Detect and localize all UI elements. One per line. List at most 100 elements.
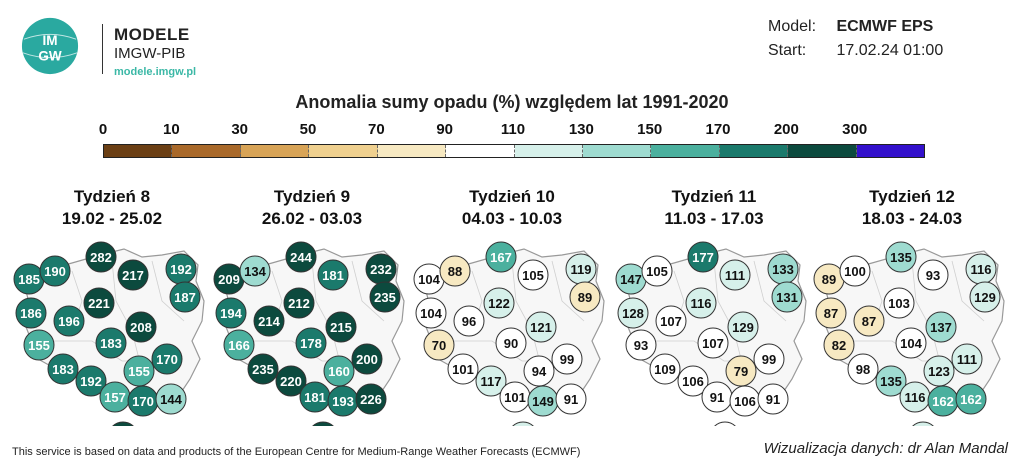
region-circle: [39, 255, 71, 287]
region-marker: 99: [753, 343, 785, 375]
region-circle: [53, 305, 85, 337]
poland-map: 89 100 135 93 116 129 87 87 103 137 82 98 104 123 111 1…: [813, 241, 1005, 426]
logo-url-link[interactable]: modele.imgw.pl: [114, 66, 197, 78]
region-circle: [475, 365, 507, 397]
region-circle: [853, 305, 885, 337]
region-marker: 122: [483, 287, 515, 319]
region-marker: 147: [615, 263, 647, 295]
region-marker: 70: [423, 329, 455, 361]
scale-segment: [856, 145, 925, 157]
region-circle: [283, 287, 315, 319]
region-value: 89: [822, 272, 836, 287]
region-marker: 101: [499, 381, 531, 413]
region-marker: 111: [951, 343, 983, 375]
region-value: 94: [532, 364, 547, 379]
scale-tick-label: 300: [842, 121, 868, 138]
region-circle: [512, 421, 534, 426]
region-circle: [215, 297, 247, 329]
region-marker: 185: [13, 263, 45, 295]
region-circle: [23, 329, 55, 361]
region-circle: [883, 287, 915, 319]
region-marker: 128: [617, 297, 649, 329]
region-marker: 87: [815, 297, 847, 329]
region-circle: [727, 311, 759, 343]
region-marker: 166: [223, 329, 255, 361]
region-marker: 194: [215, 297, 247, 329]
region-marker: 212: [283, 287, 315, 319]
region-marker: 79: [725, 355, 757, 387]
region-marker: 131: [771, 281, 803, 313]
region-circle: [757, 383, 789, 415]
week-panel: Tydzień 11 11.03 - 17.03 147 105 177 111 133 13…: [614, 186, 814, 431]
region-marker: 200: [351, 343, 383, 375]
region-circle: [169, 281, 201, 313]
region-circle: [555, 383, 587, 415]
region-circle: [753, 343, 785, 375]
region-circle: [951, 343, 983, 375]
region-circle: [325, 311, 357, 343]
region-value: 183: [52, 362, 74, 377]
region-circle: [423, 329, 455, 361]
scale-segment: [651, 145, 720, 157]
region-value: 181: [304, 390, 326, 405]
region-circle: [725, 355, 757, 387]
region-value: 99: [762, 352, 776, 367]
region-marker: 235: [247, 353, 279, 385]
scale-segment: [514, 145, 583, 157]
region-circle: [323, 355, 355, 387]
region-value: 282: [90, 250, 112, 265]
scale-segment: [240, 145, 310, 157]
region-value: 235: [374, 290, 396, 305]
region-value: 235: [252, 362, 274, 377]
region-value: 192: [80, 374, 102, 389]
region-marker: 229: [112, 421, 134, 426]
region-marker: 106: [729, 385, 761, 417]
logo-org: IMGW-PIB: [114, 45, 186, 62]
region-value: 149: [532, 394, 554, 409]
region-circle: [223, 329, 255, 361]
region-value: 99: [560, 352, 574, 367]
region-value: 194: [220, 306, 242, 321]
region-value: 147: [620, 272, 642, 287]
region-circle: [839, 255, 871, 287]
region-value: 186: [20, 306, 42, 321]
scale-segment: [377, 145, 447, 157]
scale-tick-label: 90: [436, 121, 453, 138]
scale-segment: [172, 145, 241, 157]
region-marker: 106: [677, 365, 709, 397]
region-value: 79: [734, 364, 748, 379]
region-marker: 93: [917, 259, 949, 291]
region-circle: [687, 241, 719, 273]
region-circle: [239, 255, 271, 287]
region-marker: 170: [127, 385, 159, 417]
region-value: 93: [926, 268, 940, 283]
region-value: 70: [432, 338, 446, 353]
week-panel: Tydzień 9 26.02 - 03.03 209 134 244 181 232 235…: [212, 186, 412, 431]
region-marker: 107: [655, 305, 687, 337]
region-value: 232: [370, 262, 392, 277]
region-marker: 129: [969, 281, 1001, 313]
week-dates: 19.02 - 25.02: [61, 209, 163, 228]
region-value: 244: [290, 250, 312, 265]
region-circle: [895, 327, 927, 359]
scale-labels: 0 10 30 50 70 90 110 130 150 170 200 300: [0, 121, 1024, 141]
region-value: 155: [28, 338, 50, 353]
region-marker: 117: [475, 365, 507, 397]
region-value: 96: [462, 314, 476, 329]
region-marker: 167: [485, 241, 517, 273]
region-value: 133: [772, 262, 794, 277]
region-value: 193: [332, 394, 354, 409]
region-circle: [655, 305, 687, 337]
region-value: 119: [571, 262, 592, 277]
region-value: 91: [710, 390, 724, 405]
region-marker: 155: [123, 355, 155, 387]
week-dates: 26.02 - 03.03: [261, 209, 363, 228]
region-marker: 160: [323, 355, 355, 387]
region-circle: [771, 281, 803, 313]
region-circle: [95, 327, 127, 359]
region-value: 144: [160, 392, 182, 407]
region-marker: 221: [83, 287, 115, 319]
region-value: 170: [132, 394, 154, 409]
region-value: 105: [646, 264, 668, 279]
region-marker: 133: [767, 253, 799, 285]
